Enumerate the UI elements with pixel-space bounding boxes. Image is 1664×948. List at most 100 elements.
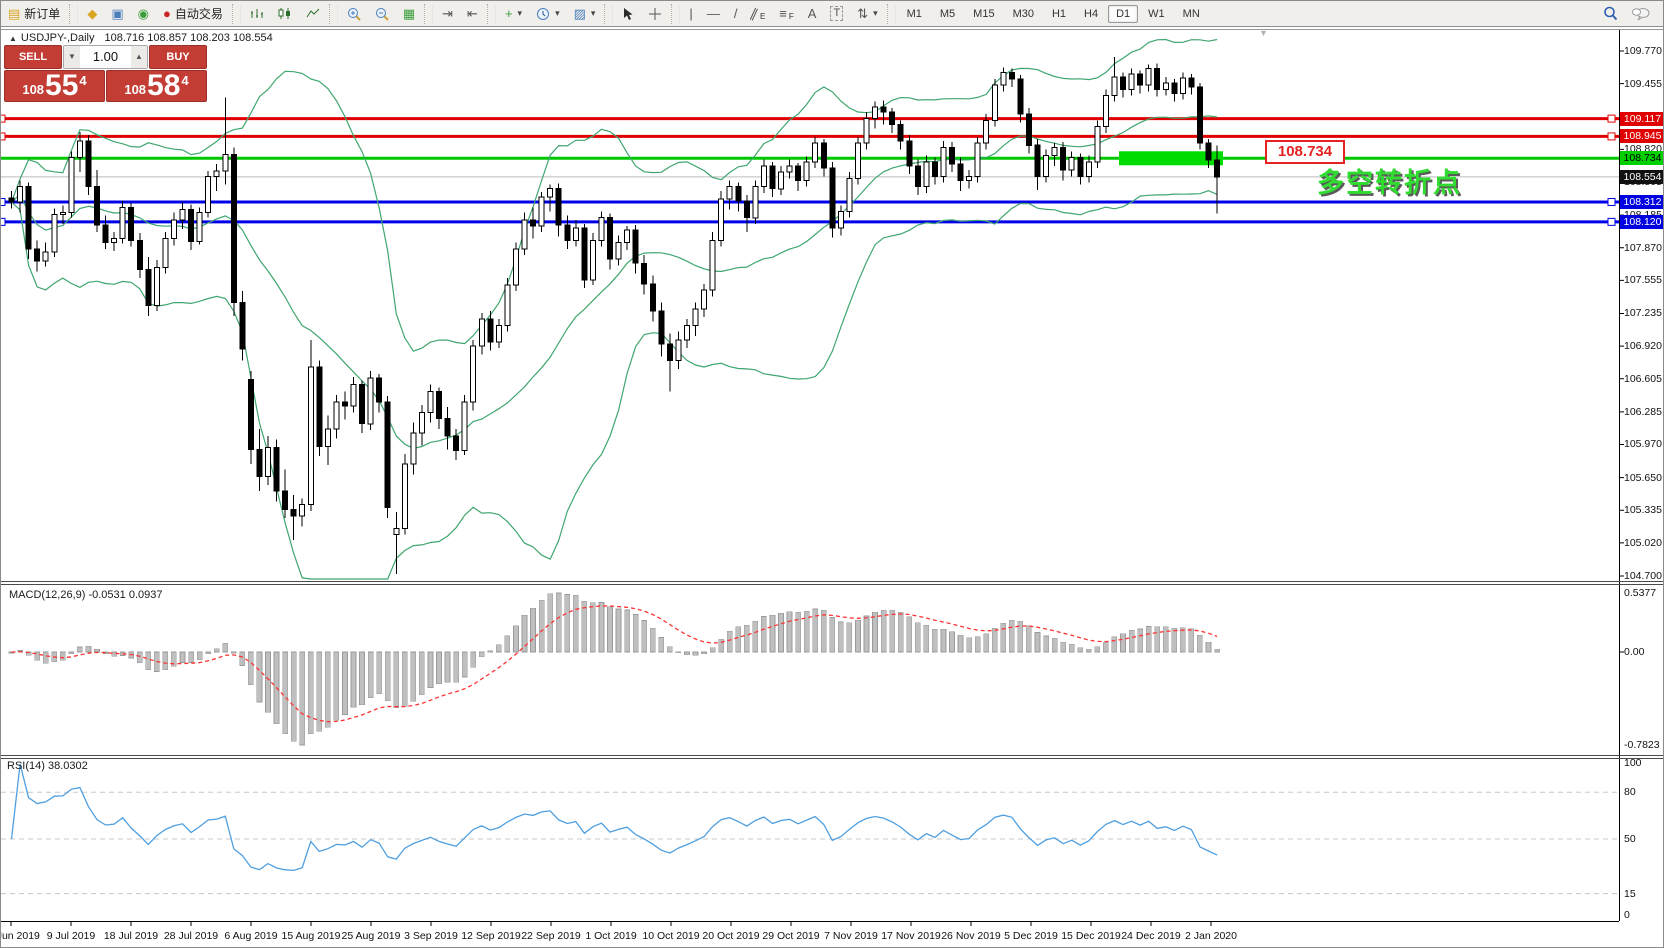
timeframe-mn[interactable]: MN <box>1182 7 1200 20</box>
collapse-icon[interactable]: ▲ <box>9 34 17 43</box>
price-tick-label: 105.650 <box>1624 471 1662 484</box>
date-label: 26 Nov 2019 <box>941 930 1001 942</box>
search-button[interactable] <box>1597 4 1624 23</box>
price-badge-108.734: 108.734 <box>1620 151 1663 166</box>
volume-up-button[interactable]: ▲ <box>131 46 147 68</box>
date-label: 25 Aug 2019 <box>341 930 401 942</box>
templates-button[interactable]: ▨ ▾ <box>568 4 602 23</box>
indicator-axis-label: -0.7823 <box>1624 739 1660 751</box>
indicator-axis-label: 80 <box>1624 786 1636 799</box>
macd-histogram <box>8 592 1220 746</box>
buy-button[interactable]: BUY <box>149 45 207 69</box>
buy-price-pips: 58 <box>147 69 181 102</box>
buy-price-point: 4 <box>181 73 189 88</box>
price-callout-box[interactable]: 108.734 <box>1265 140 1345 164</box>
price-tick-label: 107.870 <box>1624 241 1662 254</box>
volume-stepper: ▼ 1.00 ▲ <box>63 45 148 69</box>
fibo-sub-label: F <box>788 12 794 21</box>
indicators-button[interactable]: + ▾ <box>499 4 528 23</box>
toolbar-separator <box>424 3 434 24</box>
candlestick-button[interactable] <box>272 4 298 23</box>
volume-input[interactable]: 1.00 <box>92 49 119 64</box>
market-watch-button[interactable]: ◆ <box>81 4 103 23</box>
periods-button[interactable]: ▾ <box>530 4 566 23</box>
date-label: 15 Aug 2019 <box>281 930 341 942</box>
equidistant-channel-button[interactable]: ∥ E <box>745 4 771 23</box>
zoom-in-icon <box>347 7 361 21</box>
auto-scroll-button[interactable]: ⇥ <box>436 4 459 23</box>
toolbar-separator <box>328 3 338 24</box>
volume-down-button[interactable]: ▼ <box>64 46 80 68</box>
price-tick-label: 109.455 <box>1624 77 1662 90</box>
candlestick-icon <box>278 8 290 19</box>
timeframe-h1[interactable]: H1 <box>1051 7 1067 20</box>
timeframe-d1[interactable]: D1 <box>1108 4 1139 23</box>
chart-canvas[interactable] <box>1 27 1664 948</box>
vertical-line-button[interactable]: | <box>683 4 698 23</box>
timeframe-h4[interactable]: H4 <box>1084 7 1099 20</box>
text-label-button[interactable]: T <box>824 4 849 23</box>
buy-price-display[interactable]: 108 58 4 <box>106 70 207 102</box>
price-badge-108.120: 108.120 <box>1620 214 1663 229</box>
new-order-button[interactable]: ▤ 新订单 <box>2 4 66 23</box>
line-chart-button[interactable] <box>300 4 326 23</box>
price-badge-108.554: 108.554 <box>1620 169 1663 184</box>
timeframe-m1[interactable]: M1 <box>906 7 922 20</box>
trendline-button[interactable]: / <box>728 4 744 23</box>
timeframe-w1[interactable]: W1 <box>1148 7 1165 20</box>
chart-shift-icon: ⇤ <box>467 6 478 21</box>
candles <box>8 57 1221 574</box>
signals-button[interactable]: ◉ <box>132 4 155 23</box>
channel-icon: ∥ <box>748 5 761 22</box>
new-order-label: 新订单 <box>24 7 61 21</box>
rsi-line <box>10 763 1218 872</box>
zoom-out-button[interactable] <box>369 4 395 23</box>
price-tick-label: 109.770 <box>1624 45 1662 57</box>
sell-price-point: 4 <box>79 73 87 88</box>
chevron-down-icon: ▾ <box>517 8 523 18</box>
indicator-axis-label: 15 <box>1624 887 1636 900</box>
toolbar-separator <box>886 3 896 24</box>
zoom-in-button[interactable] <box>341 4 367 23</box>
horizontal-line-icon: — <box>706 6 720 21</box>
one-click-trading-panel: SELL ▼ 1.00 ▲ BUY 108 55 4 108 58 4 <box>4 45 207 102</box>
timeframe-m5[interactable]: M5 <box>939 7 956 20</box>
toolbar-separator <box>671 3 681 24</box>
crosshair-button[interactable] <box>642 4 668 23</box>
autotrading-icon: ● <box>162 6 171 21</box>
chinese-annotation[interactable]: 多空转折点 <box>1317 168 1462 198</box>
trendline-icon: / <box>733 6 738 21</box>
date-label: 12 Sep 2019 <box>461 930 521 942</box>
tile-windows-button[interactable]: ▦ <box>397 4 421 23</box>
timeframe-m30[interactable]: M30 <box>1012 7 1034 20</box>
date-label: 28 Jul 2019 <box>163 930 219 942</box>
autotrading-label: 自动交易 <box>174 7 223 21</box>
symbol-period-label: USDJPY-,Daily <box>20 32 95 44</box>
timeframe-bar: M1 M5 M15 M30 H1 H4 D1 W1 MN <box>898 4 1209 23</box>
timeframe-m15[interactable]: M15 <box>973 7 995 20</box>
terminal-button[interactable]: ▣ <box>105 4 129 23</box>
cursor-button[interactable] <box>616 4 640 23</box>
sell-price-display[interactable]: 108 55 4 <box>4 70 105 102</box>
rsi-indicator-label: RSI(14) 38.0302 <box>7 760 88 772</box>
date-label: 22 Sep 2019 <box>521 930 581 942</box>
horizontal-line-button[interactable]: — <box>701 4 726 23</box>
text-label-icon: T <box>830 6 844 21</box>
sell-button[interactable]: SELL <box>4 45 62 69</box>
fibonacci-button[interactable]: ≡ F <box>773 4 799 23</box>
highlight-rectangle[interactable] <box>1119 151 1223 166</box>
chat-button[interactable] <box>1626 4 1656 23</box>
text-button[interactable]: A <box>802 4 823 23</box>
arrows-button[interactable]: ⇅ ▾ <box>851 4 883 23</box>
date-label: 6 Aug 2019 <box>224 930 278 942</box>
bar-chart-button[interactable] <box>244 4 270 23</box>
cursor-arrow-icon <box>624 7 633 20</box>
autotrading-button[interactable]: ● 自动交易 <box>157 4 229 23</box>
date-label: 24 Dec 2019 <box>1121 930 1181 942</box>
date-label: 20 Oct 2019 <box>702 930 760 942</box>
main-toolbar: ▤ 新订单 ◆ ▣ ◉ ● 自动交易 ▦ ⇥ ⇤ + ▾ ▾ ▨ ▾ | — / ∥… <box>1 1 1663 27</box>
chart-shift-button[interactable]: ⇤ <box>461 4 484 23</box>
indicator-axis-label: 0 <box>1624 909 1630 921</box>
date-label: 18 Jul 2019 <box>103 930 159 942</box>
clock-icon <box>537 7 550 20</box>
